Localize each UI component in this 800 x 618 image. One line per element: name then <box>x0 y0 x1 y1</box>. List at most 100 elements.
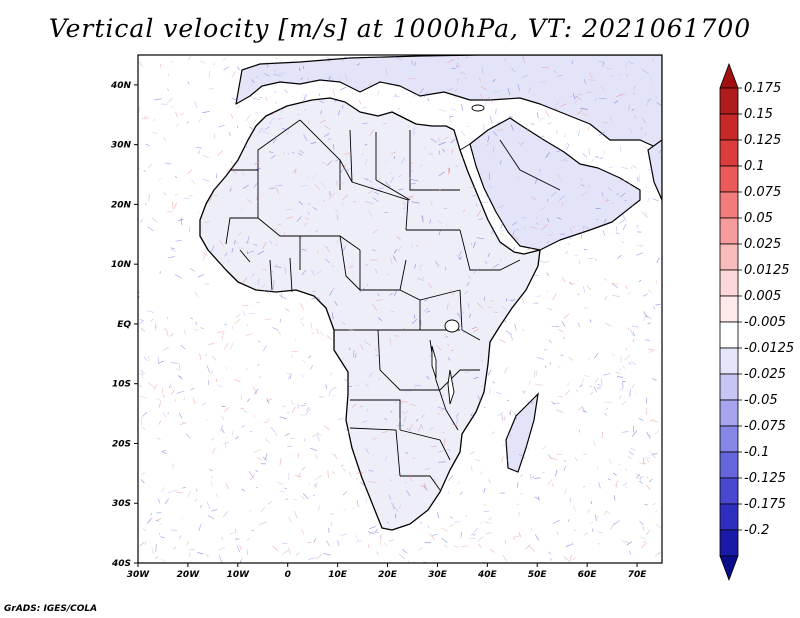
field-speckle <box>235 436 240 440</box>
field-speckle <box>166 316 169 320</box>
field-speckle <box>364 339 366 344</box>
field-speckle <box>553 70 557 74</box>
field-speckle <box>538 259 544 263</box>
field-speckle <box>191 178 196 185</box>
field-speckle <box>426 310 430 313</box>
field-speckle <box>280 123 283 126</box>
colorbar-box <box>719 347 739 375</box>
field-speckle <box>315 270 322 275</box>
field-speckle <box>171 489 178 492</box>
field-speckle <box>170 529 178 531</box>
field-speckle <box>207 514 215 520</box>
field-speckle <box>343 508 346 511</box>
field-speckle <box>437 512 440 519</box>
field-speckle <box>308 557 316 560</box>
field-speckle <box>324 125 331 130</box>
field-speckle <box>341 105 344 110</box>
field-speckle <box>648 348 654 351</box>
field-speckle <box>268 151 274 153</box>
field-speckle <box>291 354 293 358</box>
field-speckle <box>580 184 585 187</box>
colorbar-box <box>719 191 739 219</box>
field-speckle <box>204 353 207 357</box>
field-speckle <box>636 224 639 228</box>
field-speckle <box>141 372 146 376</box>
field-speckle <box>487 135 490 143</box>
field-speckle <box>504 57 507 62</box>
field-speckle <box>334 301 338 306</box>
field-speckle <box>653 306 655 310</box>
field-speckle <box>649 419 654 422</box>
field-speckle <box>588 148 590 156</box>
field-speckle <box>229 132 231 136</box>
field-speckle <box>138 106 141 114</box>
field-speckle <box>139 218 144 223</box>
lon-tick-label: 20W <box>177 570 201 580</box>
field-speckle <box>166 210 174 213</box>
field-speckle <box>497 121 501 124</box>
field-speckle <box>581 378 585 384</box>
field-speckle <box>488 184 493 189</box>
field-speckle <box>372 304 378 311</box>
field-speckle <box>417 264 424 268</box>
field-speckle <box>240 208 243 212</box>
field-speckle <box>167 412 170 415</box>
field-speckle <box>501 414 503 421</box>
field-speckle <box>167 88 169 92</box>
field-speckle <box>301 359 306 364</box>
field-speckle <box>190 387 195 391</box>
field-speckle <box>534 496 540 500</box>
field-speckle <box>579 384 583 388</box>
field-speckle <box>615 371 621 374</box>
field-speckle <box>277 223 282 226</box>
field-speckle <box>217 150 224 156</box>
field-speckle <box>306 77 311 83</box>
field-speckle <box>333 144 335 150</box>
field-speckle <box>311 174 316 180</box>
field-speckle <box>594 377 599 384</box>
field-speckle <box>648 450 656 455</box>
field-speckle <box>557 365 561 368</box>
field-speckle <box>492 311 499 314</box>
field-speckle <box>342 194 348 201</box>
field-speckle <box>230 114 234 119</box>
field-speckle <box>511 221 518 226</box>
field-speckle <box>290 399 295 406</box>
field-speckle <box>651 378 657 381</box>
field-speckle <box>631 383 636 389</box>
field-speckle <box>624 468 628 471</box>
field-speckle <box>175 111 179 118</box>
field-speckle <box>198 118 202 123</box>
field-speckle <box>147 163 152 169</box>
field-speckle <box>644 339 650 341</box>
field-speckle <box>330 521 333 527</box>
field-speckle <box>483 406 486 408</box>
field-speckle <box>438 461 446 463</box>
field-speckle <box>335 208 339 213</box>
field-speckle <box>169 333 174 337</box>
field-speckle <box>262 456 268 461</box>
field-speckle <box>591 528 594 533</box>
field-speckle <box>388 539 394 542</box>
field-speckle <box>185 433 191 439</box>
field-speckle <box>312 494 316 497</box>
field-speckle <box>356 472 364 474</box>
field-speckle <box>162 394 166 398</box>
field-speckle <box>518 453 525 459</box>
field-speckle <box>327 75 331 82</box>
field-speckle <box>279 318 281 323</box>
field-speckle <box>576 130 578 133</box>
field-speckle <box>530 226 538 230</box>
field-speckle <box>398 553 406 560</box>
field-speckle <box>446 303 449 310</box>
field-speckle <box>318 93 321 96</box>
field-speckle <box>538 169 541 172</box>
field-speckle <box>429 219 431 224</box>
field-speckle <box>179 422 187 426</box>
field-speckle <box>616 376 624 378</box>
field-speckle <box>589 71 592 77</box>
field-speckle <box>526 401 534 404</box>
field-speckle <box>274 228 277 231</box>
field-speckle <box>275 187 280 194</box>
field-speckle <box>173 202 178 210</box>
